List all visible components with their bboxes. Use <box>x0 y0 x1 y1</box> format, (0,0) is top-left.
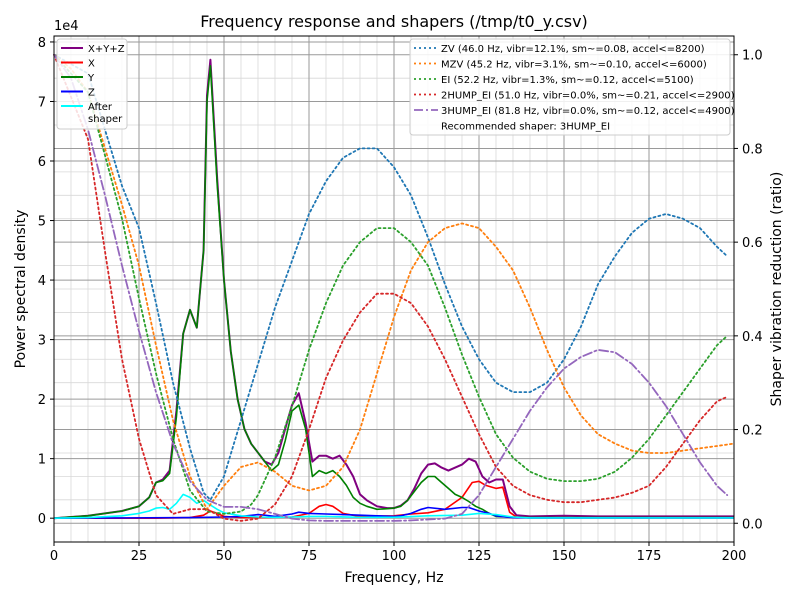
y-exponent-label: 1e4 <box>54 19 79 34</box>
y-tick-label: 7 <box>38 95 46 110</box>
x-tick-label: 25 <box>131 549 148 564</box>
legend-label: Y <box>87 73 95 84</box>
x-tick-label: 75 <box>301 549 318 564</box>
x-tick-label: 0 <box>50 549 58 564</box>
y-tick-label: 6 <box>38 155 46 170</box>
x-tick-label: 100 <box>382 549 407 564</box>
legend-label: 3HUMP_EI (81.8 Hz, vibr=0.0%, sm~=0.12, … <box>441 106 735 117</box>
y2-tick-label: 0.8 <box>742 142 763 157</box>
shaper-series-group <box>53 53 735 522</box>
x-tick-label: 150 <box>552 549 577 564</box>
psd-series-group <box>53 58 734 520</box>
legend-label: MZV (45.2 Hz, vibr=3.1%, sm~=0.10, accel… <box>441 60 707 71</box>
recommended-shaper-label: Recommended shaper: 3HUMP_EI <box>441 122 610 133</box>
x-tick-label: 200 <box>722 549 747 564</box>
shaper-legend: ZV (46.0 Hz, vibr=12.1%, sm~=0.08, accel… <box>409 38 735 136</box>
y2-tick-label: 0.6 <box>742 236 763 251</box>
y2-axis-label: Shaper vibration reduction (ratio) <box>769 172 785 407</box>
legend-label: 2HUMP_EI (51.0 Hz, vibr=0.0%, sm~=0.21, … <box>441 91 735 102</box>
y-tick-label: 0 <box>38 512 46 527</box>
legend-label: EI (52.2 Hz, vibr=1.3%, sm~=0.12, accel<… <box>441 75 694 86</box>
x-tick-label: 50 <box>216 549 233 564</box>
y2-tick-label: 1.0 <box>742 49 763 64</box>
y-tick-label: 1 <box>38 453 46 468</box>
y2-tick-label: 0.0 <box>742 517 763 532</box>
psd-series-line <box>53 493 734 519</box>
y-tick-label: 5 <box>38 215 46 230</box>
legend-label: X <box>88 59 95 70</box>
y-tick-label: 3 <box>38 334 46 349</box>
legend-label: ZV (46.0 Hz, vibr=12.1%, sm~=0.08, accel… <box>441 44 705 55</box>
y-tick-label: 8 <box>38 36 46 51</box>
x-tick-label: 125 <box>467 549 492 564</box>
shaper-series-line <box>53 53 729 522</box>
y-axis-label: Power spectral density <box>13 210 29 369</box>
shaper-series-line <box>53 53 729 515</box>
y-tick-label: 4 <box>38 274 46 289</box>
y2-tick-label: 0.4 <box>742 330 763 345</box>
shaper-legend-box <box>409 38 731 136</box>
x-tick-label: 175 <box>637 549 662 564</box>
shaper-series-line <box>53 53 735 511</box>
y-tick-label: 2 <box>38 393 46 408</box>
y2-tick-label: 0.2 <box>742 424 763 439</box>
shaper-series-line <box>53 53 729 522</box>
shaper-series-line <box>53 53 729 502</box>
x-axis-label: Frequency, Hz <box>344 570 443 586</box>
chart-title: Frequency response and shapers (/tmp/t0_… <box>200 12 588 32</box>
legend-label: After <box>88 102 113 113</box>
legend-label: Z <box>88 88 95 99</box>
legend-label: X+Y+Z <box>88 44 125 55</box>
legend-label: shaper <box>88 114 123 125</box>
tick-group: 0 25 50 75 100 125 150 175 200 0 1 2 3 4 5 6 7 8 0.0 0.2 0.4… <box>38 36 763 564</box>
psd-series-line <box>53 65 734 519</box>
